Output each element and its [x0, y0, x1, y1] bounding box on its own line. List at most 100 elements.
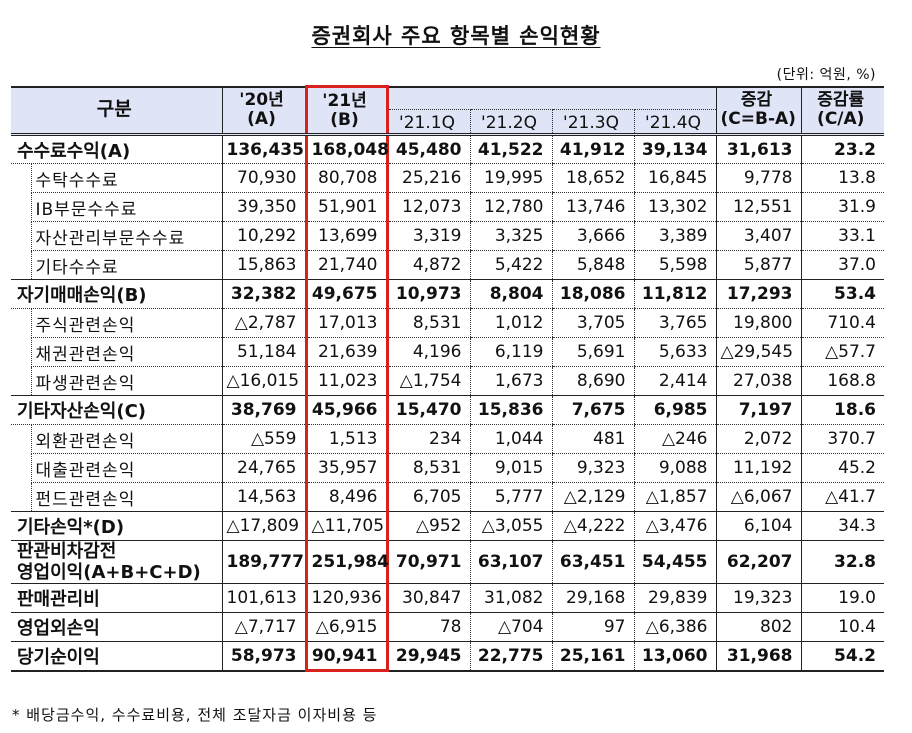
cell-value: 34.3	[800, 511, 884, 541]
cell-value: △4,222	[551, 511, 634, 541]
row-label-line1: 판관비차감전	[17, 541, 117, 562]
indent-cell	[11, 309, 31, 338]
cell-value: △1,857	[633, 482, 717, 512]
cell-value: 10,292	[221, 221, 306, 251]
table-row: 수수료수익(A) 136,435 168,048 45,480 41,522 41,912…	[11, 134, 884, 164]
cell-value: 32,382	[221, 279, 306, 309]
cell-value: 1,673	[469, 366, 552, 396]
cell-value: △11,705	[304, 511, 389, 541]
cell-value: 90,941	[304, 641, 389, 672]
cell-value: 3,765	[633, 308, 717, 338]
row-label: 채권관련손익	[30, 337, 222, 367]
table-row: 파생관련손익 △16,015 11,023 △1,754 1,673 8,690 2,414…	[11, 366, 884, 396]
cell-value: 41,912	[551, 134, 634, 164]
header-category: 구분	[11, 85, 222, 136]
cell-value: 39,350	[221, 192, 306, 222]
cell-value: 802	[715, 612, 801, 642]
row-label: 펀드관련손익	[30, 482, 222, 512]
header-change-rate: 증감률 (C/A)	[800, 85, 884, 136]
cell-value: △7,717	[221, 612, 306, 642]
header-q1: '21.1Q	[387, 109, 470, 136]
header-2021: '21년 (B)	[304, 85, 389, 136]
cell-value: 710.4	[800, 308, 884, 338]
table-row: 기타수수료 15,863 21,740 4,872 5,422 5,848 5,598 5,8…	[11, 250, 884, 280]
cell-value: 5,691	[551, 337, 634, 367]
cell-value: 45,480	[386, 134, 470, 164]
cell-value: 101,613	[221, 583, 306, 613]
cell-value: 22,775	[469, 641, 552, 672]
cell-value: 31.9	[800, 192, 884, 222]
row-label: 대출관련손익	[30, 453, 222, 483]
row-label: 주식관련손익	[30, 308, 222, 338]
cell-value: 25,216	[386, 163, 470, 193]
row-label: 자기매매손익(B)	[11, 279, 222, 309]
cell-value: △246	[633, 424, 717, 454]
cell-value: 8,496	[304, 482, 389, 512]
cell-value: 13,060	[633, 641, 717, 672]
cell-value: 481	[551, 424, 634, 454]
cell-value: 251,984	[304, 540, 389, 584]
indent-cell	[11, 366, 31, 396]
cell-value: 3,319	[386, 221, 470, 251]
table-row: 수탁수수료 70,930 80,708 25,216 19,995 18,652 16,84…	[11, 163, 884, 193]
header-2020: '20년 (A)	[221, 85, 306, 136]
cell-value: 38,769	[221, 395, 306, 425]
row-label: 당기순이익	[11, 641, 222, 672]
cell-value: 6,119	[469, 337, 552, 367]
row-label: 수탁수수료	[30, 163, 222, 193]
unit-note: (단위: 억원, %)	[776, 67, 876, 83]
cell-value: 27,038	[715, 366, 801, 396]
table-row: 채권관련손익 51,184 21,639 4,196 6,119 5,691 5,633 △2…	[11, 337, 884, 367]
cell-value: 39,134	[633, 134, 717, 164]
cell-value: 51,901	[304, 192, 389, 222]
cell-value: △16,015	[221, 366, 306, 396]
row-label: 판관비차감전 영업이익(A+B+C+D)	[11, 540, 222, 584]
cell-value: 49,675	[304, 279, 389, 309]
table-body: 수수료수익(A) 136,435 168,048 45,480 41,522 41,912…	[11, 134, 884, 672]
cell-value: 2,414	[633, 366, 717, 396]
row-label-line2: 영업이익(A+B+C+D)	[17, 562, 201, 583]
cell-value: △57.7	[800, 337, 884, 367]
cell-value: 6,985	[633, 395, 717, 425]
table-row: 판관비차감전 영업이익(A+B+C+D) 189,777 251,984 70,971 6…	[11, 540, 884, 584]
cell-value: 25,161	[551, 641, 634, 672]
cell-value: 9,323	[551, 453, 634, 483]
cell-value: △6,386	[633, 612, 717, 642]
cell-value: △17,809	[221, 511, 306, 541]
cell-value: 35,957	[304, 453, 389, 483]
header-q2: '21.2Q	[469, 109, 552, 136]
cell-value: 120,936	[304, 583, 389, 613]
cell-value: 11,812	[633, 279, 717, 309]
cell-value: 16,845	[633, 163, 717, 193]
cell-value: 7,675	[551, 395, 634, 425]
cell-value: 8,531	[386, 308, 470, 338]
cell-value: 29,945	[386, 641, 470, 672]
cell-value: 10,973	[386, 279, 470, 309]
cell-value: 80,708	[304, 163, 389, 193]
cell-value: 11,023	[304, 366, 389, 396]
cell-value: 21,740	[304, 250, 389, 280]
table-row: 기타손익*(D) △17,809 △11,705 △952 △3,055 △4,222 △3…	[11, 511, 884, 541]
cell-value: 29,168	[551, 583, 634, 613]
header-q4: '21.4Q	[633, 109, 716, 136]
cell-value: 15,470	[386, 395, 470, 425]
title-text: 증권회사 주요 항목별 손익현황	[311, 24, 601, 48]
cell-value: 370.7	[800, 424, 884, 454]
cell-value: 12,073	[386, 192, 470, 222]
cell-value: △704	[469, 612, 552, 642]
row-label: 판매관리비	[11, 583, 222, 613]
cell-value: 5,777	[469, 482, 552, 512]
profit-loss-table: 구분 '20년 (A) '21년 (B) 증감 (C=B-A) 증감률 (C/A) '2…	[11, 85, 884, 672]
cell-value: 13,746	[551, 192, 634, 222]
indent-cell	[11, 250, 31, 280]
row-label: 수수료수익(A)	[11, 134, 222, 164]
cell-value: 30,847	[386, 583, 470, 613]
cell-value: 24,765	[221, 453, 306, 483]
cell-value: 3,705	[551, 308, 634, 338]
cell-value: 189,777	[221, 540, 306, 584]
cell-value: △952	[386, 511, 470, 541]
cell-value: 54.2	[800, 641, 884, 672]
cell-value: 9,088	[633, 453, 717, 483]
cell-value: △3,055	[469, 511, 552, 541]
cell-value: 13,302	[633, 192, 717, 222]
